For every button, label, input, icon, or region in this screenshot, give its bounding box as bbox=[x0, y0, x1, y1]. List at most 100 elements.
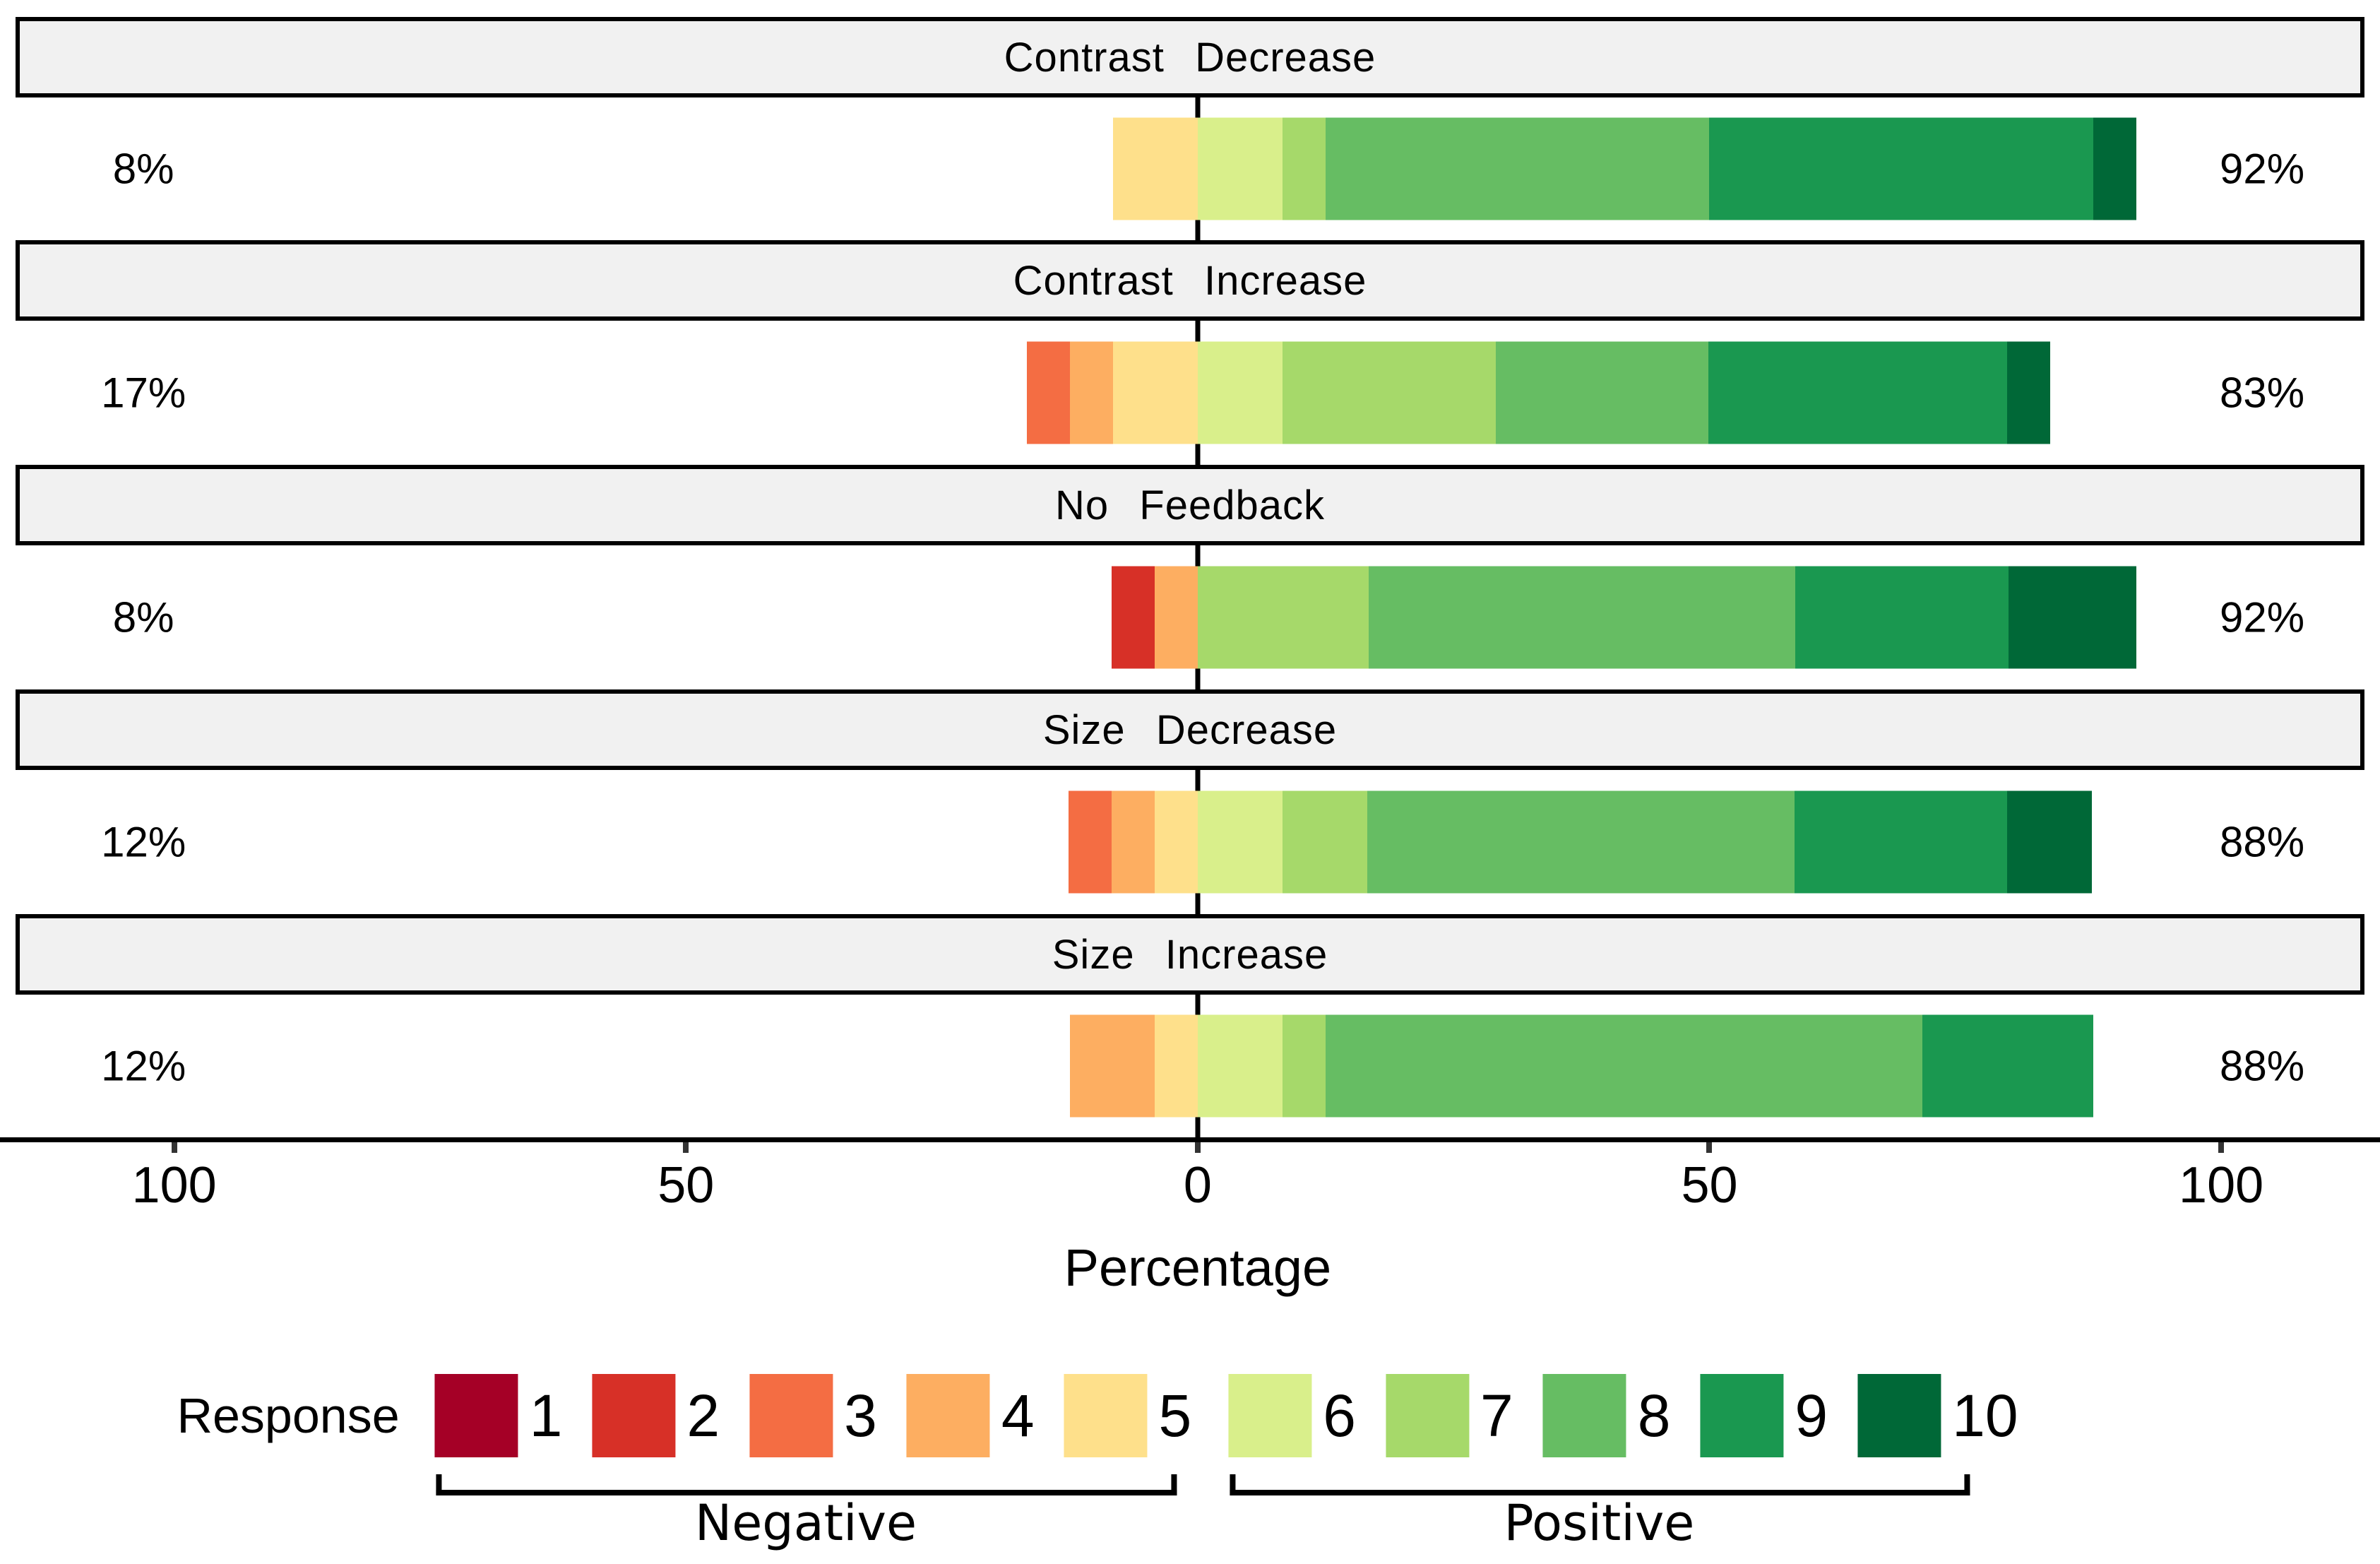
legend-swatch-response-4 bbox=[906, 1374, 990, 1457]
legend-item: 3 bbox=[749, 1374, 877, 1457]
legend-value-label: 8 bbox=[1637, 1382, 1671, 1449]
x-axis-tick bbox=[171, 1142, 177, 1153]
bar-segment-response-9 bbox=[1794, 790, 2008, 894]
positive-total-label: 83% bbox=[2220, 369, 2305, 417]
legend-item: 9 bbox=[1700, 1374, 1828, 1457]
legend-value-label: 3 bbox=[844, 1382, 877, 1449]
legend-bracket-positive bbox=[1230, 1474, 1970, 1495]
bar-segment-response-7 bbox=[1283, 1014, 1326, 1118]
x-axis-tick-label: 50 bbox=[1681, 1157, 1738, 1214]
legend-group-label-negative: Negative bbox=[694, 1494, 917, 1552]
bar-segment-response-10 bbox=[2007, 341, 2051, 444]
bar-segment-response-2 bbox=[1112, 566, 1155, 669]
bar-segment-response-8 bbox=[1495, 341, 1709, 444]
panel-bar-row-no-feedback: 8% 92% bbox=[16, 545, 2364, 689]
bar-segment-response-7 bbox=[1283, 790, 1368, 894]
legend-swatch-response-10 bbox=[1857, 1374, 1941, 1457]
bar-segment-response-8 bbox=[1326, 1014, 1922, 1118]
x-axis-tick-label: 100 bbox=[2179, 1157, 2264, 1214]
bar-segment-response-9 bbox=[1708, 341, 2008, 444]
legend-item: 6 bbox=[1228, 1374, 1356, 1457]
positive-total-label: 92% bbox=[2220, 593, 2305, 641]
panel-strip-size-increase: Size Increase bbox=[16, 914, 2364, 995]
panel-strip-no-feedback: No Feedback bbox=[16, 465, 2364, 545]
positive-total-label: 88% bbox=[2220, 1042, 2305, 1090]
bar-segment-response-6 bbox=[1197, 790, 1283, 894]
bar-segment-response-7 bbox=[1283, 341, 1496, 444]
legend-swatch-response-5 bbox=[1064, 1374, 1148, 1457]
bar-segment-response-7 bbox=[1197, 566, 1369, 669]
legend-value-label: 6 bbox=[1323, 1382, 1356, 1449]
legend-item: 7 bbox=[1385, 1374, 1513, 1457]
x-axis-tick bbox=[1194, 1142, 1201, 1153]
panel-title: Contrast Increase bbox=[1013, 257, 1367, 304]
bar-segment-response-4 bbox=[1069, 341, 1113, 444]
legend-item: 5 bbox=[1064, 1374, 1192, 1457]
positive-total-label: 92% bbox=[2220, 145, 2305, 193]
legend-item: 1 bbox=[434, 1374, 563, 1457]
negative-total-label: 12% bbox=[101, 818, 186, 866]
bar-segment-response-5 bbox=[1112, 117, 1198, 220]
panel-bar-row-contrast-decrease: 8% 92% bbox=[16, 97, 2364, 240]
negative-total-label: 8% bbox=[112, 593, 174, 641]
legend-swatch-response-9 bbox=[1700, 1374, 1784, 1457]
panel-title: No Feedback bbox=[1054, 482, 1326, 528]
legend-swatch-response-1 bbox=[434, 1374, 518, 1457]
legend-item: 2 bbox=[592, 1374, 720, 1457]
bar-segment-response-9 bbox=[1922, 1014, 2093, 1118]
legend-title: Response bbox=[177, 1388, 400, 1443]
bar-segment-response-6 bbox=[1197, 1014, 1283, 1118]
panel-bar-row-contrast-increase: 17% 83% bbox=[16, 321, 2364, 465]
legend-swatch-response-6 bbox=[1228, 1374, 1312, 1457]
legend-item: 10 bbox=[1857, 1374, 2018, 1457]
negative-total-label: 12% bbox=[101, 1042, 186, 1090]
bar-segment-response-6 bbox=[1197, 117, 1283, 220]
bar-segment-response-3 bbox=[1026, 341, 1070, 444]
legend-value-label: 1 bbox=[529, 1382, 563, 1449]
x-axis-tick bbox=[683, 1142, 689, 1153]
legend-value-label: 10 bbox=[1952, 1382, 2018, 1449]
legend-value-label: 5 bbox=[1158, 1382, 1192, 1449]
panel-title: Contrast Decrease bbox=[1004, 34, 1376, 81]
legend-value-label: 2 bbox=[686, 1382, 720, 1449]
bar-segment-response-3 bbox=[1069, 790, 1112, 894]
legend-item: 4 bbox=[906, 1374, 1035, 1457]
negative-total-label: 8% bbox=[112, 145, 174, 193]
legend-group-negative: 1 2 3 4 5 Negative bbox=[434, 1374, 1222, 1548]
panel-strip-contrast-decrease: Contrast Decrease bbox=[16, 17, 2364, 97]
bar-segment-response-8 bbox=[1368, 566, 1796, 669]
legend-value-label: 9 bbox=[1795, 1382, 1828, 1449]
legend-group-label-positive: Positive bbox=[1504, 1494, 1695, 1552]
legend-value-label: 4 bbox=[1001, 1382, 1035, 1449]
legend-group-positive: 6 7 8 9 10 Positive bbox=[1228, 1374, 2047, 1548]
legend-bracket-negative bbox=[436, 1474, 1177, 1495]
bar-segment-response-8 bbox=[1326, 117, 1710, 220]
legend-swatch-response-2 bbox=[592, 1374, 676, 1457]
bar-segment-response-10 bbox=[2008, 566, 2136, 669]
positive-total-label: 88% bbox=[2220, 818, 2305, 866]
x-axis-tick-label: 50 bbox=[658, 1157, 715, 1214]
legend-item: 8 bbox=[1542, 1374, 1671, 1457]
plot-area: Contrast Decrease 8% 92% Contrast Increase 1… bbox=[16, 0, 2364, 1564]
x-axis-tick bbox=[2218, 1142, 2225, 1153]
legend-value-label: 7 bbox=[1480, 1382, 1513, 1449]
bar-segment-response-4 bbox=[1155, 566, 1198, 669]
x-axis-tick-label: 0 bbox=[1183, 1157, 1212, 1214]
negative-total-label: 17% bbox=[101, 369, 186, 417]
bar-segment-response-5 bbox=[1112, 341, 1198, 444]
bar-segment-response-4 bbox=[1069, 1014, 1155, 1118]
bar-segment-response-9 bbox=[1709, 117, 2093, 220]
bar-segment-response-8 bbox=[1367, 790, 1795, 894]
bar-segment-response-7 bbox=[1283, 117, 1326, 220]
x-axis-line bbox=[0, 1137, 2380, 1142]
x-axis-title: Percentage bbox=[1064, 1238, 1332, 1297]
bar-segment-response-10 bbox=[2093, 117, 2136, 220]
bar-segment-response-4 bbox=[1112, 790, 1155, 894]
bar-segment-response-9 bbox=[1795, 566, 2009, 669]
x-axis-tick bbox=[1706, 1142, 1713, 1153]
bar-segment-response-5 bbox=[1155, 790, 1198, 894]
legend: Response 1 2 3 4 5 Negative 6 7 8 9 10 Positive bbox=[177, 1374, 2047, 1564]
x-axis-tick-label: 100 bbox=[131, 1157, 217, 1214]
panel-title: Size Increase bbox=[1052, 931, 1328, 978]
